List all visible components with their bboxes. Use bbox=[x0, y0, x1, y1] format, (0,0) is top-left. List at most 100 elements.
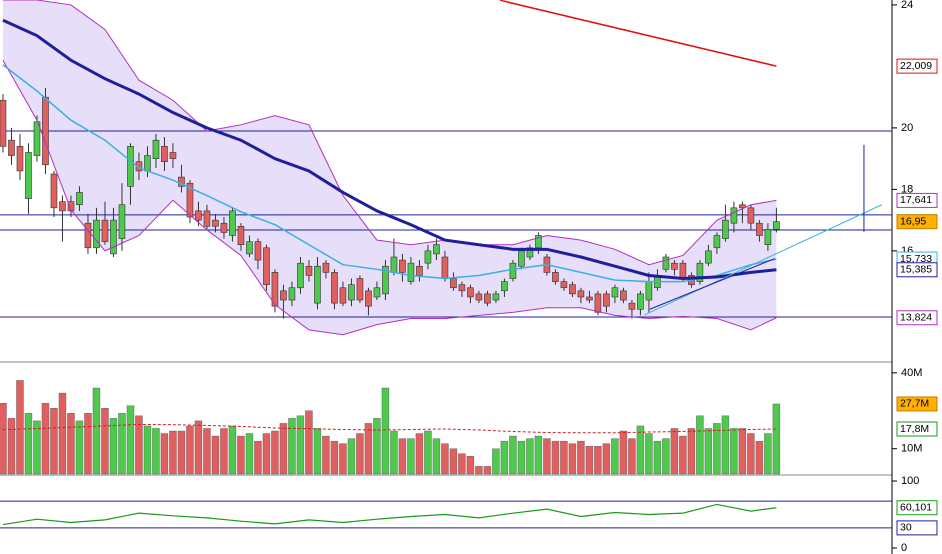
volume-bar bbox=[602, 443, 611, 475]
candle-body bbox=[569, 284, 576, 295]
candle-body bbox=[246, 241, 253, 255]
volume-bar bbox=[109, 418, 118, 475]
volume-bar bbox=[483, 466, 492, 475]
volume-bar bbox=[92, 387, 101, 475]
candle-body bbox=[696, 262, 704, 282]
candle-body bbox=[297, 262, 304, 289]
candle-body bbox=[365, 290, 372, 307]
candle-body bbox=[348, 284, 355, 301]
volume-bar bbox=[670, 428, 679, 475]
volume-bar bbox=[560, 440, 568, 475]
candle-body bbox=[84, 222, 92, 249]
candle-body bbox=[237, 225, 245, 246]
candle-body bbox=[730, 207, 738, 224]
candle-body bbox=[254, 241, 262, 261]
price-label-box bbox=[896, 520, 938, 536]
candle-body bbox=[271, 272, 279, 307]
volume-bar bbox=[347, 438, 356, 475]
price-label-box bbox=[896, 421, 938, 437]
candle-body bbox=[101, 219, 109, 242]
indicator-line bbox=[2, 60, 777, 336]
volume-bar bbox=[194, 420, 203, 475]
candle-body bbox=[263, 247, 270, 285]
volume-bar bbox=[58, 392, 67, 475]
volume-bar bbox=[143, 425, 152, 475]
indicator-line bbox=[2, 18, 777, 281]
candle-body bbox=[110, 219, 117, 255]
candle-body bbox=[552, 272, 559, 282]
candle-body bbox=[705, 250, 712, 264]
candle-body bbox=[603, 293, 610, 307]
y-tick-label: 0 bbox=[901, 542, 907, 554]
volume-bar bbox=[75, 420, 84, 475]
candle-body bbox=[620, 290, 627, 301]
price-label: 22,009 bbox=[900, 60, 932, 72]
candle-body bbox=[560, 281, 568, 289]
volume-bar bbox=[381, 387, 390, 475]
volume-bar bbox=[466, 456, 475, 475]
candle-body bbox=[518, 250, 525, 267]
price-label: 17,8M bbox=[900, 423, 929, 435]
candle-body bbox=[611, 287, 619, 298]
candle-body bbox=[679, 262, 687, 279]
volume-bar bbox=[237, 435, 245, 475]
volume-bar bbox=[177, 430, 186, 475]
volume-bar bbox=[245, 433, 254, 475]
y-tick-label: 40M bbox=[901, 367, 922, 379]
candle-body bbox=[280, 290, 287, 301]
volume-bar bbox=[24, 413, 33, 475]
volume-bar bbox=[755, 440, 764, 475]
volume-bar bbox=[339, 443, 347, 475]
volume-bar bbox=[772, 403, 781, 475]
candle-body bbox=[0, 99, 7, 147]
volume-bar bbox=[84, 413, 92, 475]
volume-bar bbox=[534, 435, 543, 475]
candle-body bbox=[764, 229, 772, 246]
volume-bar bbox=[101, 408, 109, 475]
volume-bar bbox=[262, 433, 271, 475]
volume-bar bbox=[687, 428, 696, 475]
candle-body bbox=[747, 207, 755, 224]
volume-bar bbox=[509, 435, 517, 475]
candle-body bbox=[16, 146, 24, 172]
candle-body bbox=[773, 221, 780, 230]
volume-bar bbox=[126, 405, 135, 475]
candle-body bbox=[144, 155, 151, 172]
volume-bar bbox=[594, 445, 602, 475]
volume-bar bbox=[517, 440, 526, 475]
candle-body bbox=[186, 182, 194, 218]
indicator-line bbox=[2, 0, 777, 266]
candle-body bbox=[169, 152, 177, 159]
candle-body bbox=[424, 250, 432, 264]
volume-bar bbox=[500, 440, 509, 475]
volume-bar bbox=[679, 435, 687, 475]
volume-bar bbox=[721, 415, 730, 475]
volume-bar bbox=[747, 433, 755, 475]
volume-bar bbox=[33, 420, 41, 475]
price-label-box bbox=[896, 214, 938, 230]
candle-body bbox=[475, 293, 483, 301]
candle-body bbox=[739, 204, 746, 209]
volume-bar bbox=[296, 415, 305, 475]
volume-bar bbox=[41, 402, 50, 475]
candle-body bbox=[594, 293, 602, 313]
volume-bar bbox=[551, 440, 560, 475]
y-tick-label: 18 bbox=[901, 183, 913, 195]
price-label-box bbox=[896, 262, 938, 278]
volume-bar bbox=[220, 428, 228, 475]
candle-body bbox=[118, 204, 126, 239]
candle-body bbox=[586, 296, 593, 301]
candle-body bbox=[458, 284, 466, 292]
volume-bar bbox=[653, 440, 662, 475]
volume-bar bbox=[67, 413, 75, 475]
candle-body bbox=[577, 290, 585, 298]
candle-body bbox=[390, 256, 398, 273]
price-label-box bbox=[896, 500, 938, 516]
price-label-box bbox=[896, 310, 938, 326]
price-label: 27,7M bbox=[900, 398, 929, 410]
candle-body bbox=[305, 265, 313, 276]
indicator-line bbox=[644, 204, 883, 316]
volume-bar bbox=[7, 418, 16, 475]
candle-body bbox=[713, 235, 721, 249]
